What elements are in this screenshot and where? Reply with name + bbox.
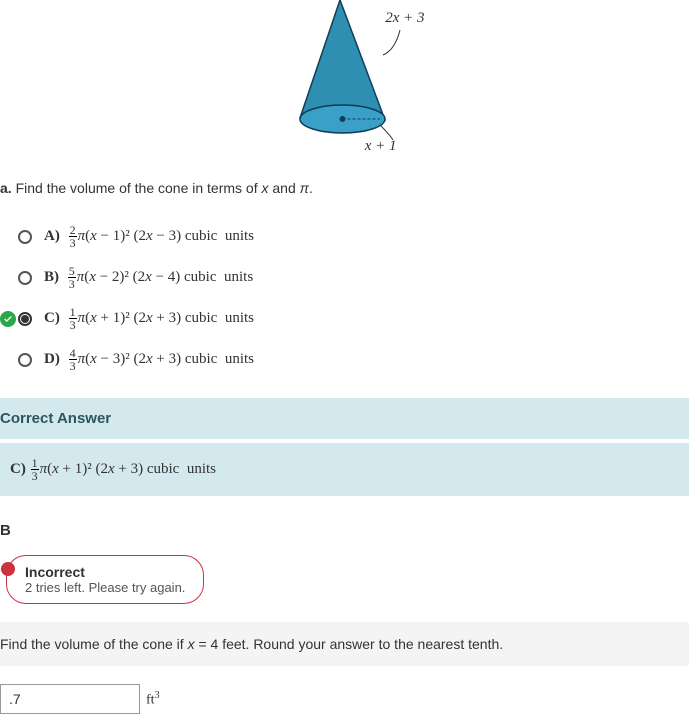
cone-figure: 2x + 3 x + 1 <box>0 0 689 170</box>
option-a[interactable]: A) 23π(x − 1)² (2x − 3) cubic units <box>18 216 671 257</box>
radio-c[interactable] <box>18 312 32 326</box>
question-a-prefix: a. <box>0 180 12 196</box>
radio-b[interactable] <box>18 271 32 285</box>
option-c[interactable]: C) 13π(x + 1)² (2x + 3) cubic units <box>18 298 671 339</box>
option-a-label: A) 23π(x − 1)² (2x − 3) cubic units <box>44 224 254 249</box>
option-b-label: B) 53π(x − 2)² (2x − 4) cubic units <box>44 265 253 290</box>
incorrect-badge: Incorrect 2 tries left. Please try again… <box>6 555 204 604</box>
check-icon <box>0 311 16 327</box>
answer-row: ft3 <box>0 666 689 724</box>
part-b-question: Find the volume of the cone if x = 4 fee… <box>0 622 689 666</box>
options-list: A) 23π(x − 1)² (2x − 3) cubic units B) 5… <box>0 212 689 398</box>
radio-d[interactable] <box>18 353 32 367</box>
option-b[interactable]: B) 53π(x − 2)² (2x − 4) cubic units <box>18 257 671 298</box>
answer-unit: ft3 <box>146 690 160 709</box>
cone-radius-label: x + 1 <box>365 138 397 155</box>
question-a: a. Find the volume of the cone in terms … <box>0 170 689 212</box>
part-b-label: B <box>0 496 689 549</box>
option-c-label: C) 13π(x + 1)² (2x + 3) cubic units <box>44 306 254 331</box>
radio-a[interactable] <box>18 230 32 244</box>
answer-input[interactable] <box>0 684 140 714</box>
incorrect-dot-icon <box>1 562 15 576</box>
correct-answer-body: C) 13π(x + 1)² (2x + 3) cubic units <box>0 443 689 496</box>
cone-height-label: 2x + 3 <box>385 10 424 27</box>
incorrect-subtitle: 2 tries left. Please try again. <box>25 580 185 595</box>
option-d-label: D) 43π(x − 3)² (2x + 3) cubic units <box>44 347 254 372</box>
incorrect-title: Incorrect <box>25 564 185 580</box>
option-d[interactable]: D) 43π(x − 3)² (2x + 3) cubic units <box>18 339 671 380</box>
correct-answer-header: Correct Answer <box>0 398 689 439</box>
